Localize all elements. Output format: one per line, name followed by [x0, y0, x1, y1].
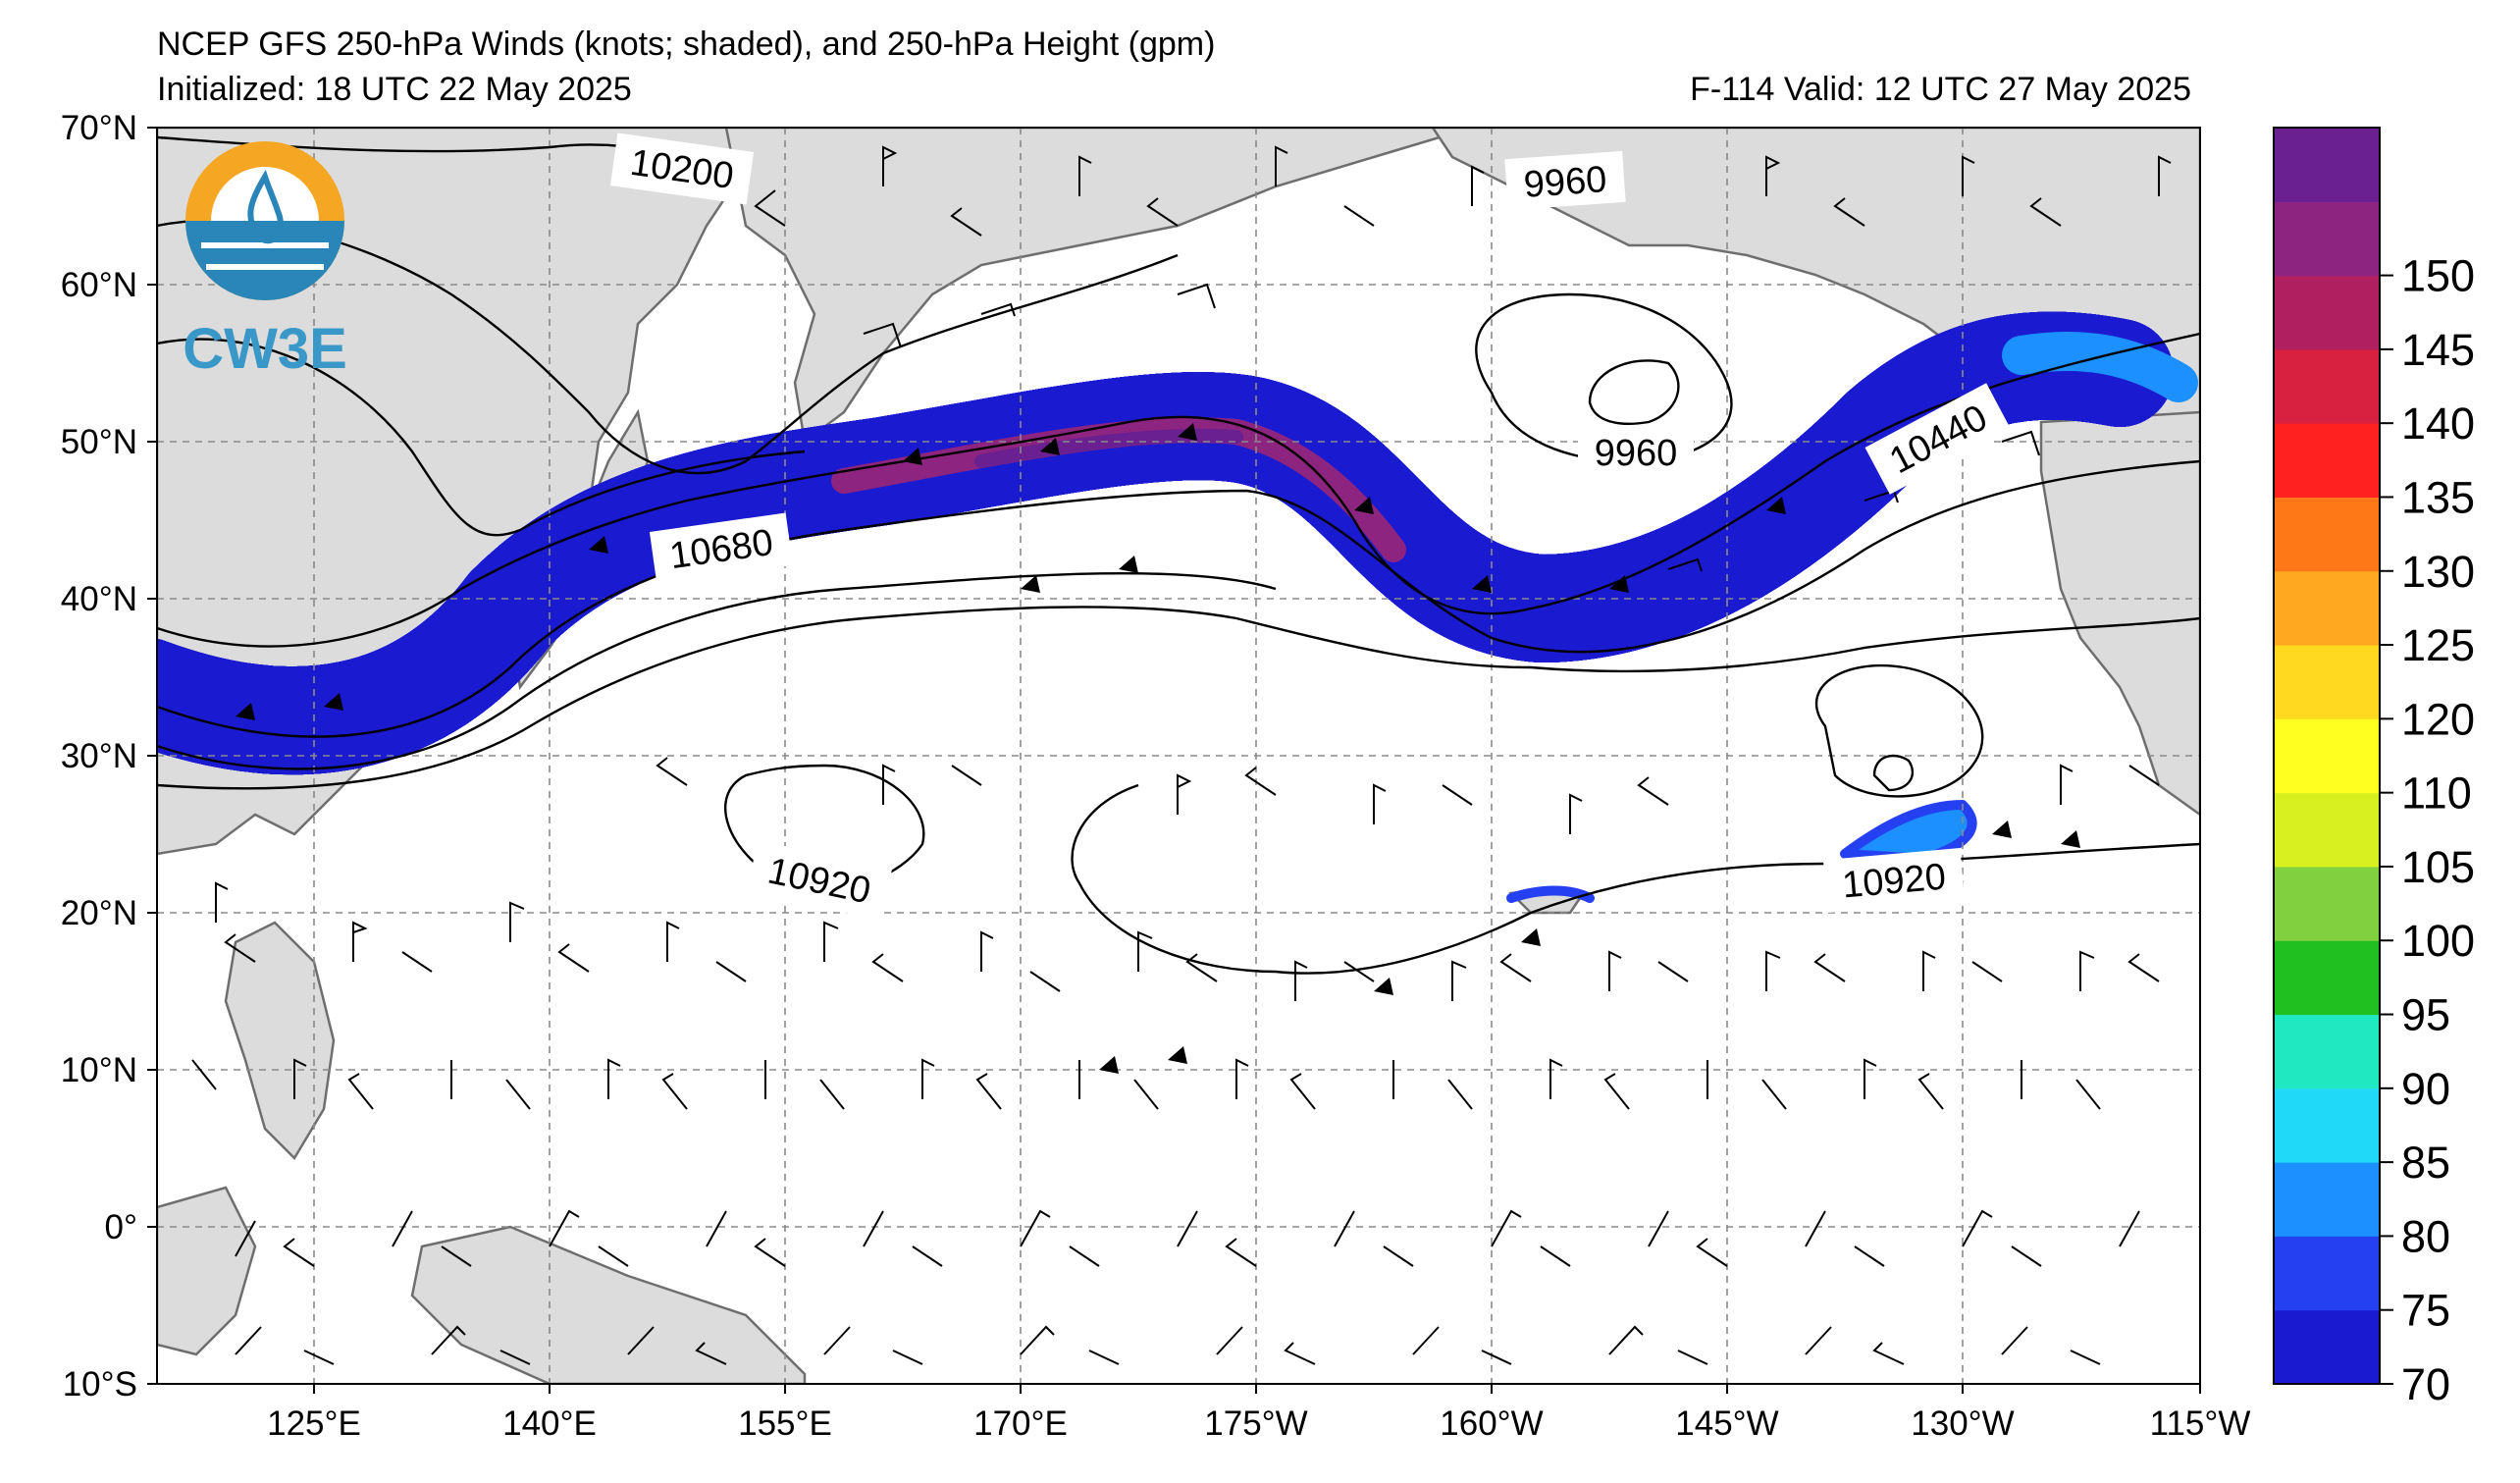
lat-label: 10°N: [61, 1051, 137, 1089]
landmass-borneo: [157, 1186, 257, 1356]
lat-label: 50°N: [61, 423, 137, 461]
lat-label: 30°N: [61, 737, 137, 775]
cw3e-logo-icon: CW3E: [183, 141, 347, 381]
contour-label: 9960: [1595, 433, 1678, 474]
colorbar-swatch: [2274, 792, 2380, 868]
landmass-northamerica: [2039, 410, 2200, 817]
colorbar-frame: [2273, 127, 2381, 1385]
lat-label: 60°N: [61, 266, 137, 304]
contour-line: [157, 338, 806, 537]
colorbar-tick-label: 135: [2401, 472, 2475, 522]
colorbar-swatch: [2274, 201, 2380, 277]
contour-line: [157, 571, 1277, 770]
height-contours: [157, 135, 2200, 975]
lon-label: 145°W: [1675, 1404, 1778, 1443]
lon-label: 155°E: [738, 1404, 832, 1443]
colorbar-tick-label: 95: [2401, 990, 2450, 1040]
lat-label: 10°S: [63, 1365, 137, 1404]
colorbar-swatch: [2274, 645, 2380, 719]
colorbar-swatch: [2274, 1014, 2380, 1089]
colorbar-tick-label: 125: [2401, 620, 2475, 670]
chart-title: NCEP GFS 250-hPa Winds (knots; shaded), …: [157, 26, 1216, 63]
latitude-labels: 70°N 60°N 50°N 40°N 30°N 20°N 10°N 0° 10…: [61, 109, 137, 1404]
colorbar-tick-label: 140: [2401, 398, 2475, 449]
lat-label: 20°N: [61, 894, 137, 932]
contour-line: [1872, 754, 1915, 792]
colorbar-tick-label: 70: [2401, 1359, 2450, 1409]
contour-line: [1814, 663, 1984, 798]
colorbar-swatch: [2274, 1309, 2380, 1385]
colorbar-swatch: [2274, 497, 2380, 572]
colorbar-swatch: [2274, 1236, 2380, 1311]
colorbar-tick-label: 85: [2401, 1138, 2450, 1188]
colorbar-tick-label: 100: [2401, 916, 2475, 966]
lon-label: 175°W: [1204, 1404, 1307, 1443]
colorbar-tick-label: 130: [2401, 547, 2475, 597]
lon-label: 170°E: [973, 1404, 1068, 1443]
axis-ticks: [147, 127, 2201, 1394]
init-time: Initialized: 18 UTC 22 May 2025: [157, 71, 632, 108]
map-area: 10200 9960 10680 9960 10440 10920 10920: [157, 128, 2200, 1384]
wind-barbs: [191, 145, 2172, 1365]
colorbar: 70 75 80 85 90 95 100 105 110 120 125 130 135 140 145 1…: [2273, 127, 2475, 1409]
logo-text: CW3E: [183, 317, 347, 381]
lon-label: 130°W: [1911, 1404, 2014, 1443]
contour-line: [723, 764, 925, 891]
lat-label: 0°: [105, 1208, 137, 1246]
colorbar-tick-label: 90: [2401, 1064, 2450, 1114]
colorbar-tick-label: 105: [2401, 842, 2475, 892]
landmass-philippines: [224, 921, 336, 1161]
lon-label: 115°W: [2150, 1404, 2251, 1443]
lon-label: 140°E: [502, 1404, 597, 1443]
contour-line: [1588, 359, 1680, 425]
colorbar-swatch: [2274, 1087, 2380, 1163]
colorbar-swatch: [2274, 866, 2380, 941]
longitude-labels: 125°E 140°E 155°E 170°E 175°W 160°W 145°…: [267, 1404, 2250, 1443]
colorbar-swatches: [2274, 128, 2380, 1385]
colorbar-tick-label: 80: [2401, 1211, 2450, 1261]
jet-stream: [157, 351, 2198, 903]
valid-time: F-114 Valid: 12 UTC 27 May 2025: [1690, 71, 2191, 108]
colorbar-swatch: [2274, 423, 2380, 498]
colorbar-swatch: [2274, 718, 2380, 794]
lon-label: 125°E: [267, 1404, 361, 1443]
lon-label: 160°W: [1440, 1404, 1543, 1443]
contour-line: [157, 219, 1179, 475]
colorbar-swatch: [2274, 1162, 2380, 1237]
colorbar-tick-label: 145: [2401, 325, 2475, 375]
colorbar-tick-label: 150: [2401, 251, 2475, 301]
contour-line: [157, 459, 2200, 738]
lat-label: 40°N: [61, 580, 137, 618]
colorbar-tick-label: 120: [2401, 694, 2475, 744]
contour-label: 9960: [1523, 159, 1608, 206]
colorbar-tick-label: 110: [2401, 768, 2472, 819]
contour-label: 10920: [1841, 856, 1948, 906]
colorbar-swatch: [2274, 275, 2380, 350]
colorbar-ticks: 70 75 80 85 90 95 100 105 110 120 125 130 135 140 145 1…: [2380, 251, 2475, 1409]
lat-label: 70°N: [61, 109, 137, 147]
contour-labels: 10200 9960 10680 9960 10440 10920 10920: [609, 132, 2012, 921]
contour-line: [157, 332, 2200, 648]
colorbar-swatch: [2274, 348, 2380, 424]
landmass-newguinea: [410, 1225, 807, 1384]
contour-line: [157, 606, 2200, 790]
colorbar-swatch: [2274, 940, 2380, 1016]
colorbar-swatch: [2274, 570, 2380, 646]
colorbar-tick-label: 75: [2401, 1286, 2450, 1336]
colorbar-swatch: [2274, 128, 2380, 202]
